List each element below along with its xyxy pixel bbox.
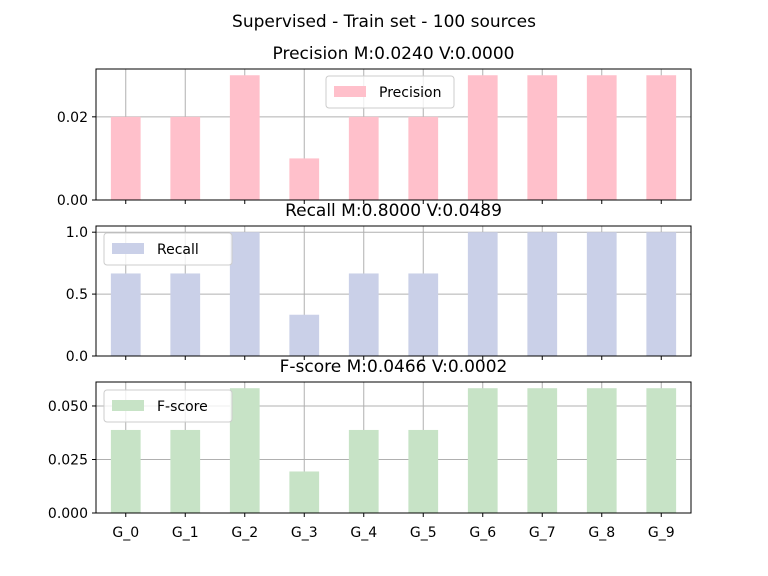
precision-legend-label: Precision bbox=[379, 85, 441, 101]
recall-legend-swatch bbox=[112, 243, 144, 254]
recall-title: Recall M:0.8000 V:0.0489 bbox=[285, 201, 502, 221]
fscore-title: F-score M:0.0466 V:0.0002 bbox=[280, 357, 508, 377]
fscore-ytick-label: 0.050 bbox=[48, 399, 88, 415]
fscore-legend-swatch bbox=[112, 400, 144, 411]
precision-bar bbox=[586, 75, 617, 200]
recall-bar bbox=[408, 273, 439, 356]
precision-subplot: 0.00 0.02 Precision M:0.0240 V:0.0000 Preci… bbox=[57, 44, 692, 209]
recall-ytick-label: 0.0 bbox=[66, 349, 88, 365]
fscore-bar bbox=[229, 388, 260, 513]
fscore-bar bbox=[289, 471, 320, 513]
precision-bar bbox=[467, 75, 498, 200]
recall-ytick-label: 1.0 bbox=[66, 225, 88, 241]
fscore-bar bbox=[408, 429, 439, 513]
precision-bar bbox=[229, 75, 260, 200]
fscore-xtick-label: G_7 bbox=[529, 525, 556, 541]
subplots-container: 0.00 0.02 Precision M:0.0240 V:0.0000 Preci… bbox=[48, 44, 692, 541]
fscore-xtick-label: G_0 bbox=[112, 525, 139, 541]
precision-legend-swatch bbox=[334, 86, 366, 97]
precision-bar bbox=[408, 116, 439, 200]
fscore-bar bbox=[586, 388, 617, 513]
fscore-bar bbox=[110, 429, 141, 513]
precision-title: Precision M:0.0240 V:0.0000 bbox=[273, 44, 515, 64]
recall-bar bbox=[646, 232, 677, 356]
fscore-bar bbox=[170, 429, 201, 513]
recall-axes-frame bbox=[95, 225, 692, 357]
precision-bar bbox=[110, 116, 141, 200]
fscore-bar bbox=[646, 388, 677, 513]
fscore-bar bbox=[467, 388, 498, 513]
precision-bar bbox=[289, 158, 320, 200]
recall-bar bbox=[348, 273, 379, 356]
precision-bar bbox=[348, 116, 379, 200]
fscore-xtick-label: G_2 bbox=[231, 525, 258, 541]
precision-bar bbox=[170, 116, 201, 200]
fscore-ytick-label: 0.025 bbox=[48, 452, 88, 468]
recall-bar bbox=[527, 232, 558, 356]
fscore-legend-label: F-score bbox=[157, 399, 208, 415]
precision-ytick-label: 0.02 bbox=[57, 110, 88, 126]
fscore-xtick-label: G_3 bbox=[291, 525, 318, 541]
fscore-xtick-label: G_8 bbox=[588, 525, 615, 541]
fscore-bar bbox=[348, 429, 379, 513]
recall-bar bbox=[586, 232, 617, 356]
precision-axes-frame bbox=[95, 68, 692, 201]
recall-bar bbox=[110, 273, 141, 356]
recall-legend-box bbox=[103, 232, 233, 266]
recall-legend: Recall bbox=[103, 232, 233, 266]
fscore-xtick-label: G_1 bbox=[172, 525, 199, 541]
fscore-legend: F-score bbox=[103, 389, 233, 423]
recall-bar bbox=[289, 314, 320, 356]
recall-ytick-label: 0.5 bbox=[66, 287, 88, 303]
fscore-xtick-label: G_5 bbox=[410, 525, 437, 541]
fscore-xtick-label: G_9 bbox=[648, 525, 675, 541]
recall-bar bbox=[467, 232, 498, 356]
fscore-ytick-label: 0.000 bbox=[48, 506, 88, 522]
recall-bar bbox=[229, 232, 260, 356]
precision-ytick-label: 0.00 bbox=[57, 193, 88, 209]
precision-bar bbox=[646, 75, 677, 200]
fscore-xtick-label: G_6 bbox=[469, 525, 496, 541]
fscore-xtick-label: G_4 bbox=[350, 525, 377, 541]
precision-bar bbox=[527, 75, 558, 200]
precision-legend: Precision bbox=[325, 75, 455, 109]
fscore-subplot: 0.000 0.025 0.050 G_0 G_1 G_2 G_3 G_4 G_5 G_6 G_7 G… bbox=[48, 357, 692, 541]
fscore-axes-frame bbox=[95, 381, 692, 514]
recall-bar bbox=[170, 273, 201, 356]
figure-suptitle: Supervised - Train set - 100 sources bbox=[232, 12, 536, 32]
recall-legend-label: Recall bbox=[157, 242, 199, 258]
fscore-legend-box bbox=[103, 389, 233, 423]
precision-legend-box bbox=[325, 75, 455, 109]
recall-subplot: 0.0 0.5 1.0 Recall M:0.8000 V:0.0489 Recall bbox=[66, 201, 692, 365]
fscore-bar bbox=[527, 388, 558, 513]
